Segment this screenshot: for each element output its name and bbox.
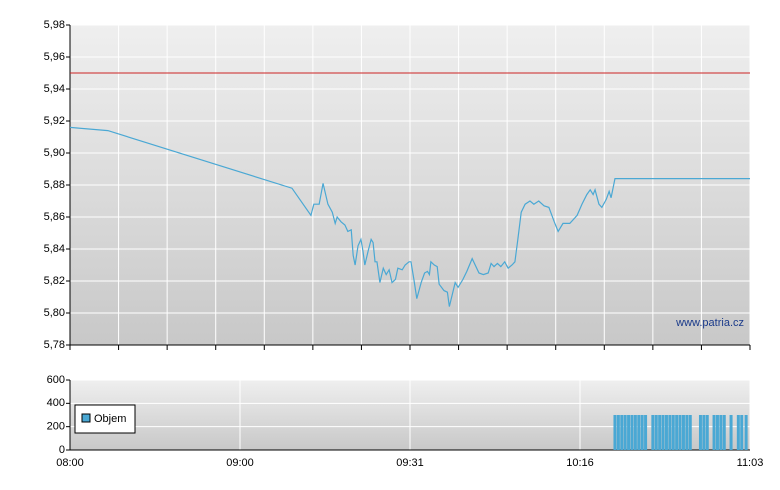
volume-bar [668,415,672,450]
volume-bar [633,415,637,450]
volume-bar [644,415,648,450]
x-tick-label: 08:00 [56,457,84,469]
volume-bar [651,415,655,450]
y-tick-label: 5,92 [44,115,65,127]
volume-bar [685,415,689,450]
volume-bar [744,415,748,450]
y-tick-label: 5,80 [44,307,65,319]
volume-bar [613,415,617,450]
y-tick-label: 200 [47,421,65,433]
volume-bar [705,415,709,450]
legend-swatch [81,413,91,423]
volume-bar [678,415,682,450]
x-tick-label: 11:03 [737,457,764,469]
volume-bar [736,415,740,450]
y-tick-label: 5,98 [44,19,65,31]
volume-bar [654,415,658,450]
volume-bar [620,415,624,450]
volume-bar [671,415,675,450]
volume-bar [658,415,662,450]
volume-bar [715,415,719,450]
volume-bar [664,415,668,450]
x-tick-label: 10:16 [566,457,594,469]
volume-bar [630,415,634,450]
y-tick-label: 400 [47,397,65,409]
y-tick-label: 600 [47,374,65,386]
y-tick-label: 5,82 [44,275,65,287]
y-tick-label: 5,90 [44,147,65,159]
y-tick-label: 5,96 [44,51,65,63]
y-tick-label: 0 [59,444,65,456]
volume-bar [681,415,685,450]
volume-bar [675,415,679,450]
volume-bar [661,415,665,450]
x-tick-label: 09:00 [226,457,254,469]
volume-bar [616,415,620,450]
volume-bar [637,415,641,450]
x-tick-label: 09:31 [396,457,424,469]
price-line [69,126,750,307]
volume-bar [719,415,723,450]
watermark: www.patria.cz [675,317,744,329]
volume-bar [640,415,644,450]
volume-bar [623,415,627,450]
legend-label: Objem [94,413,126,425]
volume-bar [740,415,744,450]
volume-bar [712,415,716,450]
y-tick-label: 5,78 [44,339,65,351]
y-tick-label: 5,94 [44,83,65,95]
volume-bar [702,415,706,450]
volume-bar [698,415,702,450]
y-tick-label: 5,86 [44,211,65,223]
volume-bar [729,415,733,450]
volume-bar [688,415,692,450]
volume-bar [627,415,631,450]
volume-bar [722,415,726,450]
y-tick-label: 5,88 [44,179,65,191]
y-tick-label: 5,84 [44,243,65,255]
